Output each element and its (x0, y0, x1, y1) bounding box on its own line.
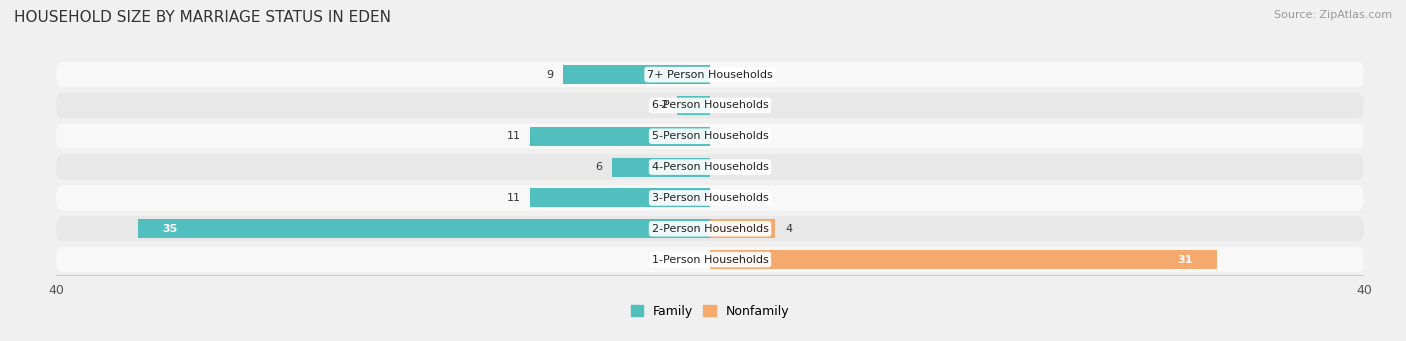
Text: 5-Person Households: 5-Person Households (651, 131, 769, 141)
FancyBboxPatch shape (56, 62, 1364, 87)
Text: 7+ Person Households: 7+ Person Households (647, 70, 773, 79)
Text: Source: ZipAtlas.com: Source: ZipAtlas.com (1274, 10, 1392, 20)
Text: 4-Person Households: 4-Person Households (651, 162, 769, 172)
Text: 3-Person Households: 3-Person Households (651, 193, 769, 203)
FancyBboxPatch shape (56, 93, 1364, 118)
Text: 2: 2 (661, 101, 668, 110)
Bar (710, 219, 776, 238)
Text: HOUSEHOLD SIZE BY MARRIAGE STATUS IN EDEN: HOUSEHOLD SIZE BY MARRIAGE STATUS IN EDE… (14, 10, 391, 25)
Bar (612, 158, 710, 177)
Text: 11: 11 (506, 131, 520, 141)
Legend: Family, Nonfamily: Family, Nonfamily (626, 300, 794, 323)
Text: 9: 9 (546, 70, 553, 79)
Text: 1-Person Households: 1-Person Households (651, 255, 769, 265)
Bar (678, 96, 710, 115)
Bar (530, 188, 710, 207)
Text: 6: 6 (595, 162, 602, 172)
FancyBboxPatch shape (56, 216, 1364, 241)
Bar (530, 127, 710, 146)
Text: 11: 11 (506, 193, 520, 203)
Text: 31: 31 (1177, 255, 1192, 265)
Text: 6-Person Households: 6-Person Households (651, 101, 769, 110)
FancyBboxPatch shape (56, 247, 1364, 272)
FancyBboxPatch shape (56, 185, 1364, 210)
Text: 2-Person Households: 2-Person Households (651, 224, 769, 234)
Text: 35: 35 (163, 224, 177, 234)
FancyBboxPatch shape (56, 124, 1364, 149)
Bar (710, 250, 1216, 269)
FancyBboxPatch shape (56, 154, 1364, 180)
Bar (138, 219, 710, 238)
Bar (562, 65, 710, 84)
Text: 4: 4 (785, 224, 793, 234)
